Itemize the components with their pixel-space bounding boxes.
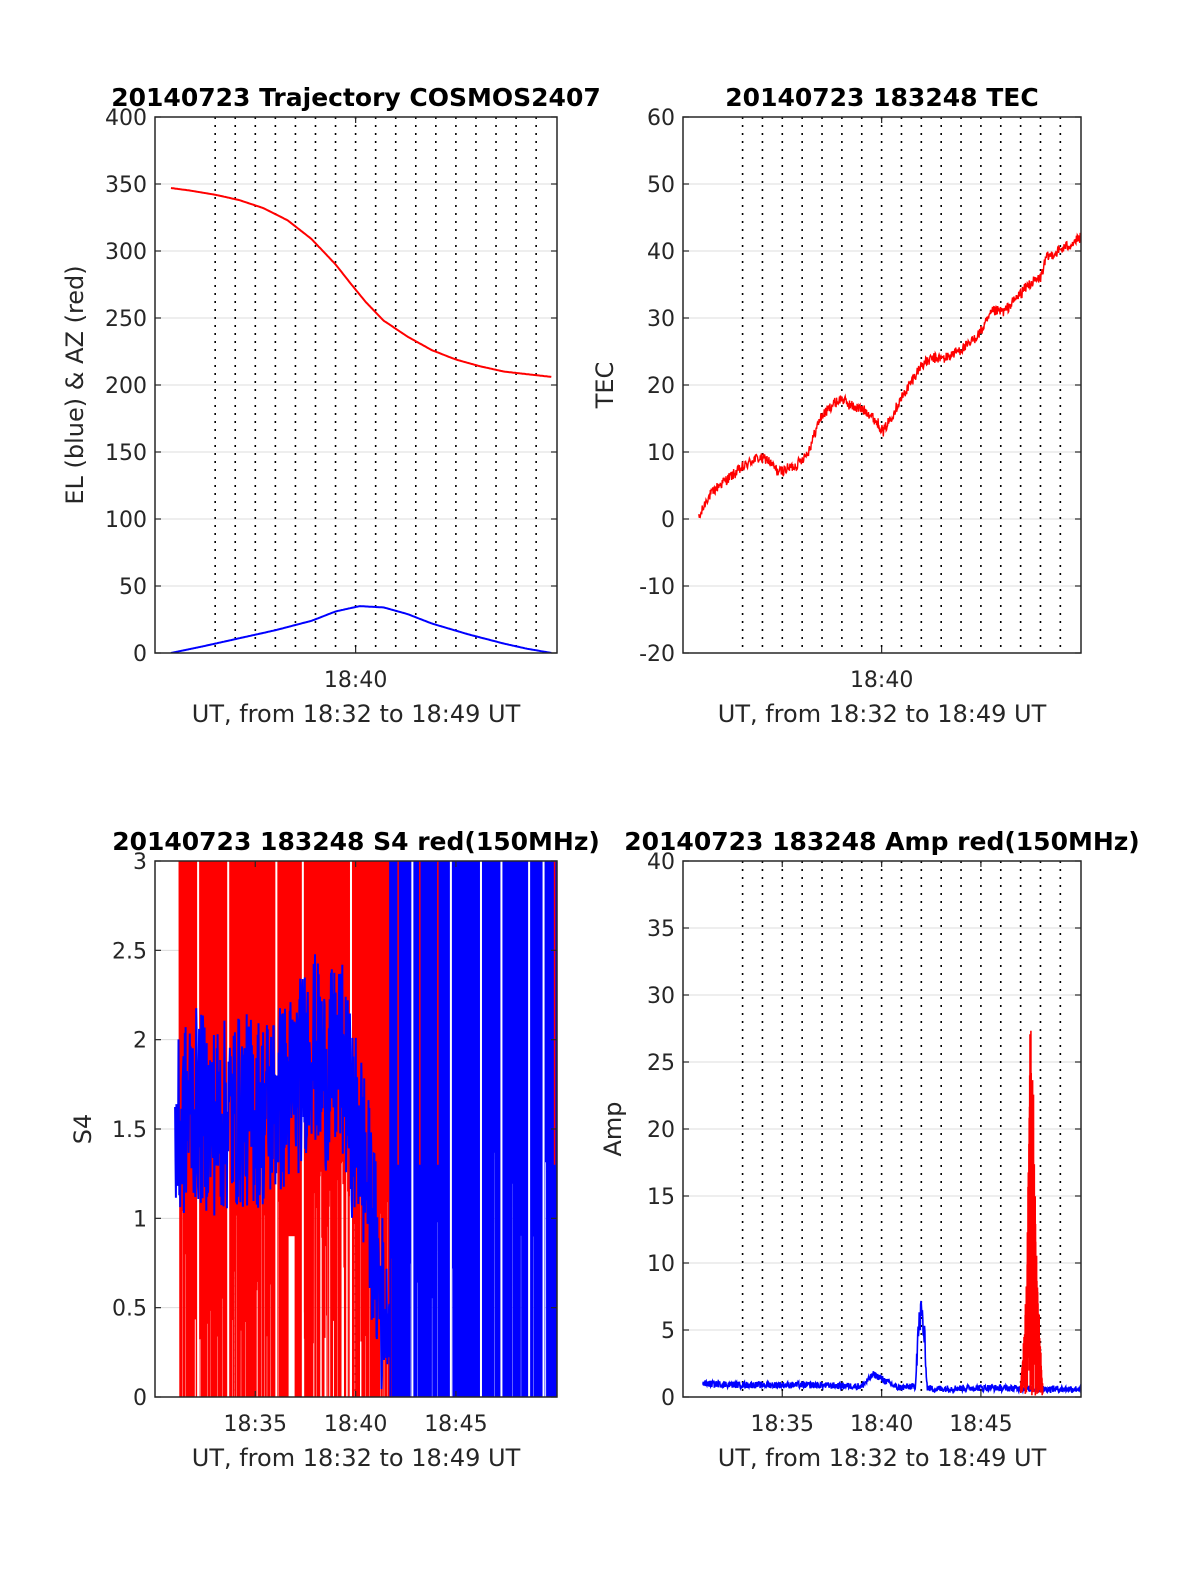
panel-amp: 0 5 10 15 20 25 30 35 40 18:35 18:40 18:45 20140723 …: [599, 827, 1140, 1472]
y-tick-label: 25: [647, 1051, 675, 1076]
panel-title: 20140723 183248 Amp red(150MHz): [624, 827, 1140, 856]
y-tick-label: 10: [647, 1252, 675, 1277]
y-tick-label: 350: [105, 173, 147, 198]
y-tick-label: 5: [661, 1319, 675, 1344]
y-tick-label: 0: [661, 508, 675, 533]
y-tick-label: 10: [647, 441, 675, 466]
azimuth-line: [170, 187, 552, 378]
x-tick-label: 18:45: [949, 1412, 1012, 1437]
y-tick-label: 20: [647, 374, 675, 399]
panel-s4: 0 0.5 1 1.5 2 2.5 3 18:35 18:40 18:45 20140723 183…: [69, 827, 600, 1472]
data-gap: [479, 861, 482, 1397]
y-tick-label: 40: [647, 850, 675, 875]
y-tick-label: 30: [647, 307, 675, 332]
x-tick-label: 18:40: [850, 1412, 913, 1437]
panel-title: 20140723 183248 TEC: [725, 83, 1038, 112]
x-tick-label: 18:45: [424, 1412, 487, 1437]
elevation-line: [170, 605, 552, 653]
y-tick-label: 35: [647, 917, 675, 942]
panel-title: 20140723 183248 S4 red(150MHz): [112, 827, 600, 856]
series-group: [174, 861, 557, 1397]
y-tick-label: -20: [639, 642, 675, 667]
y-tick-label: 50: [647, 173, 675, 198]
y-tick-label: 200: [105, 374, 147, 399]
y-tick-label: 100: [105, 508, 147, 533]
panel-traj: 0 50 100 150 200 250 300 350 400 18:40 20140723 Tr…: [61, 83, 601, 728]
data-gap: [449, 861, 452, 1397]
x-tick-label: 18:40: [324, 1412, 387, 1437]
x-axis-label: UT, from 18:32 to 18:49 UT: [192, 1444, 521, 1472]
x-axis-label: UT, from 18:32 to 18:49 UT: [192, 700, 521, 728]
data-gap: [301, 861, 304, 1397]
y-tick-label: 0: [133, 642, 147, 667]
y-tick-label: 20: [647, 1118, 675, 1143]
y-tick-label: 300: [105, 240, 147, 265]
y-axis-label: S4: [69, 1114, 97, 1145]
s4-blue-dense: [389, 861, 557, 1397]
y-tick-label: 1: [133, 1207, 147, 1232]
series-group: [170, 187, 552, 653]
x-tick-label: 18:40: [324, 668, 387, 693]
x-axis-label: UT, from 18:32 to 18:49 UT: [718, 1444, 1047, 1472]
x-axis-label: UT, from 18:32 to 18:49 UT: [718, 700, 1047, 728]
data-gap: [288, 1236, 295, 1397]
amp-red-trace: [1019, 1030, 1044, 1396]
tec-line: [698, 232, 1081, 519]
s4-blue-trace: [174, 954, 391, 1390]
y-tick-label: 2.5: [112, 939, 147, 964]
x-tick-label: 18:40: [850, 668, 913, 693]
y-tick-label: 0.5: [112, 1297, 147, 1322]
data-gap: [542, 861, 545, 1397]
y-tick-label: 30: [647, 984, 675, 1009]
y-tick-label: 2: [133, 1029, 147, 1054]
amp-blue-trace: [702, 1300, 1081, 1395]
y-axis-label: EL (blue) & AZ (red): [61, 265, 89, 504]
panel-tec: -20 -10 0 10 20 30 40 50 60 18:40 20140723 183248 …: [591, 83, 1082, 728]
x-tick-label: 18:35: [224, 1412, 287, 1437]
data-gap: [411, 861, 414, 1397]
y-tick-label: 60: [647, 106, 675, 131]
data-gap: [500, 861, 503, 1397]
y-tick-label: 250: [105, 307, 147, 332]
y-tick-label: 400: [105, 106, 147, 131]
y-tick-label: 3: [133, 850, 147, 875]
y-axis-label: TEC: [591, 362, 619, 410]
y-tick-label: 0: [133, 1386, 147, 1411]
panel-title: 20140723 Trajectory COSMOS2407: [111, 83, 601, 112]
x-tick-label: 18:35: [751, 1412, 814, 1437]
series-group: [698, 232, 1081, 519]
y-tick-label: -10: [639, 575, 675, 600]
y-axis-label: Amp: [599, 1101, 627, 1156]
data-gap: [528, 861, 531, 1397]
y-tick-label: 15: [647, 1185, 675, 1210]
series-group: [702, 1030, 1081, 1396]
y-tick-label: 1.5: [112, 1118, 147, 1143]
y-tick-label: 40: [647, 240, 675, 265]
y-tick-label: 50: [119, 575, 147, 600]
y-tick-label: 0: [661, 1386, 675, 1411]
y-tick-label: 150: [105, 441, 147, 466]
